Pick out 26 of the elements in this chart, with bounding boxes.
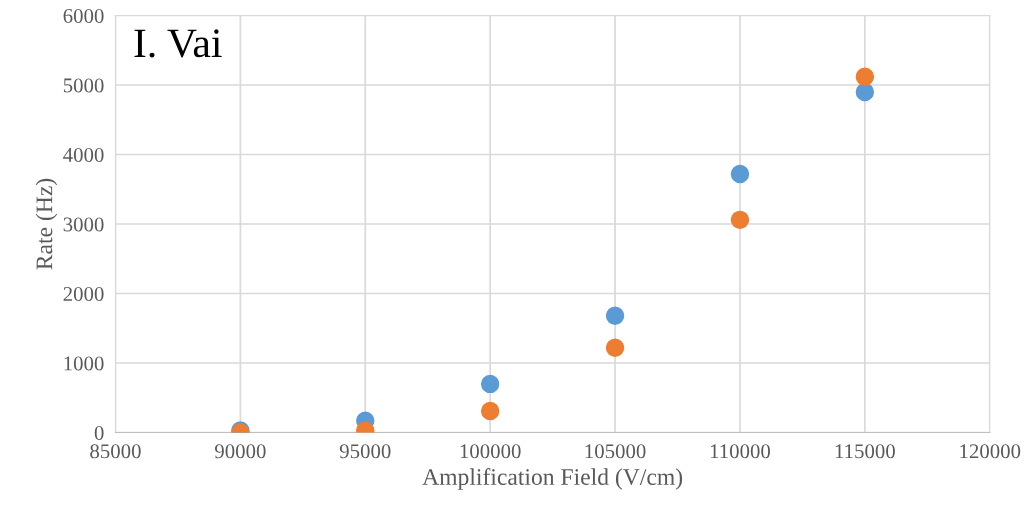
- annotation: I. Vai: [134, 29, 222, 58]
- x-tick-label: 85000: [90, 444, 141, 459]
- y-axis-title: Rate (Hz): [35, 178, 58, 270]
- point: [480, 401, 500, 421]
- x-axis-title: Amplification Field (V/cm): [422, 468, 683, 490]
- point: [730, 210, 750, 230]
- y-tick-label: 6000: [63, 8, 104, 23]
- y-tick-label: 1000: [64, 356, 104, 371]
- x-tick-label: 90000: [215, 444, 266, 459]
- x-tick-label: 100000: [460, 444, 521, 459]
- x-tick-label: 120000: [960, 444, 1021, 459]
- y-tick-label: 5000: [63, 78, 104, 93]
- point: [855, 67, 875, 86]
- point: [605, 338, 625, 357]
- y-tick-label: 2000: [63, 286, 104, 301]
- point: [855, 82, 875, 102]
- x-tick-label: 110000: [710, 444, 771, 459]
- y-tick-label: 3000: [63, 217, 104, 232]
- x-tick-label: 105000: [585, 444, 646, 459]
- y-tick-label: 0: [94, 425, 104, 440]
- y-tick-label: 4000: [63, 147, 104, 162]
- point: [605, 306, 625, 325]
- x-tick-label: 115000: [835, 444, 895, 459]
- point: [730, 164, 750, 184]
- x-tick-label: 95000: [339, 444, 391, 459]
- point: [480, 374, 500, 394]
